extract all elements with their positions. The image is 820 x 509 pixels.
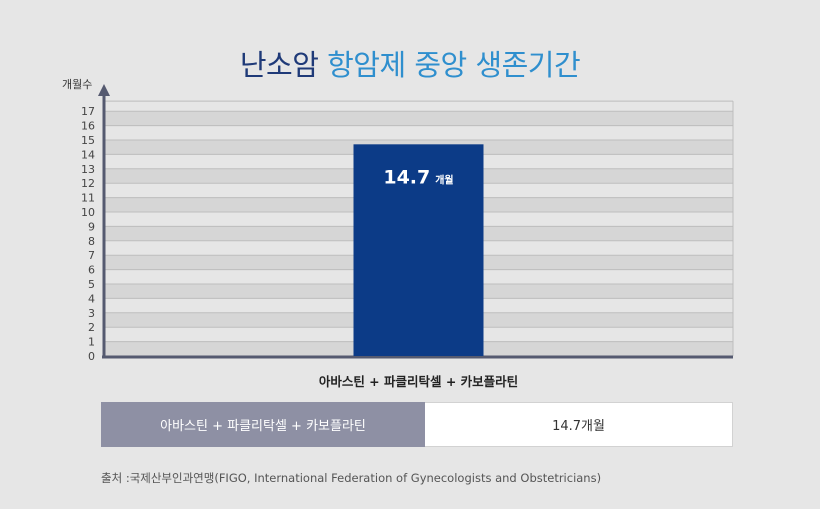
y-tick-label: 0 [88,350,95,363]
y-tick-label: 9 [88,220,95,233]
y-tick-label: 7 [88,249,95,262]
y-axis-arrow [98,84,110,96]
bar-data-label: 14.7 개월 [383,166,453,188]
summary-table: 아바스틴 + 파클리탁셀 + 카보플라틴 14.7개월 [101,402,733,447]
summary-value: 14.7개월 [425,402,733,447]
y-tick-label: 16 [81,120,95,133]
chart-title-part1: 난소암 [239,48,319,82]
y-tick-label: 6 [88,264,95,277]
grid-band [104,111,733,126]
y-tick-label: 5 [88,278,95,291]
y-tick-label: 10 [81,206,95,219]
y-axis-label: 개월수 [62,78,92,91]
y-tick-label: 3 [88,307,95,320]
source-note: 출처 :국제산부인과연맹(FIGO, International Federat… [101,471,602,485]
y-tick-label: 13 [81,163,95,176]
grid-band [104,101,733,112]
summary-regimen: 아바스틴 + 파클리탁셀 + 카보플라틴 [101,402,425,447]
chart-title-part2: 항암제 중앙 생존기간 [327,48,581,82]
y-tick-label: 12 [81,177,95,190]
y-tick-label: 15 [81,134,95,147]
grid-band [104,125,733,140]
y-tick-label: 8 [88,235,95,248]
y-tick-label: 17 [81,105,95,118]
y-tick-label: 1 [88,336,95,349]
bar [353,144,484,356]
y-tick-label: 14 [81,148,95,161]
y-tick-label: 11 [81,192,95,205]
y-tick-label: 4 [88,292,95,305]
x-category-label: 아바스틴 + 파클리탁셀 + 카보플라틴 [319,374,518,389]
chart-title: 난소암 항암제 중앙 생존기간 [0,42,820,84]
y-tick-label: 2 [88,321,95,334]
